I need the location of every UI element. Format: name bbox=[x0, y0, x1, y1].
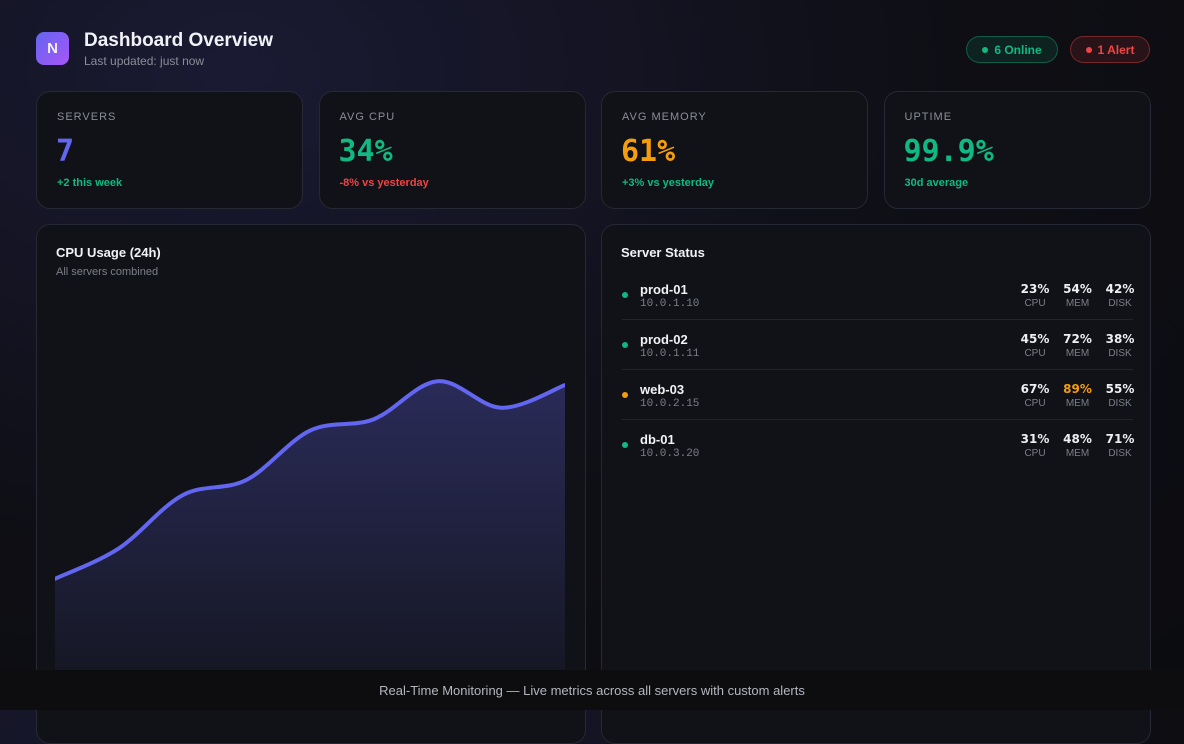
server-ip: 10.0.1.10 bbox=[640, 298, 700, 310]
metric-label: CPU bbox=[1024, 398, 1046, 409]
stat-label: UPTIME bbox=[904, 111, 953, 123]
chart bbox=[55, 379, 565, 710]
server-row: prod-01 10.0.1.10 23% CPU 54% MEM 42% DISK bbox=[622, 270, 1134, 320]
stat-label: AVG MEMORY bbox=[622, 111, 707, 123]
metric-label: DISK bbox=[1108, 398, 1132, 409]
metric-label: MEM bbox=[1065, 348, 1090, 359]
badge-dot bbox=[1085, 46, 1092, 53]
title: Dashboard Overview bbox=[84, 30, 274, 51]
server-card: Server Status prod-01 10.0.1.10 23% CPU 54% M… bbox=[601, 224, 1151, 744]
metric-label: CPU bbox=[1024, 348, 1046, 359]
area bbox=[55, 381, 565, 710]
server-name: db-01 bbox=[640, 432, 675, 447]
metric-label: CPU bbox=[1024, 298, 1046, 309]
stat-value: 7 bbox=[56, 134, 75, 169]
server-name: prod-01 bbox=[640, 282, 688, 297]
server-row: prod-02 10.0.1.11 45% CPU 72% MEM 38% DISK bbox=[622, 320, 1134, 370]
metric-value: 31% bbox=[1020, 432, 1050, 446]
metric-value: 38% bbox=[1105, 332, 1135, 346]
status-dot bbox=[622, 342, 628, 348]
metric-value: 55% bbox=[1105, 382, 1135, 396]
stat-card: SERVERS 7 +2 this week bbox=[36, 91, 303, 209]
metric-label: CPU bbox=[1024, 448, 1046, 459]
status-dot bbox=[622, 392, 628, 398]
metric-label: MEM bbox=[1065, 298, 1090, 309]
metric-label: DISK bbox=[1108, 448, 1132, 459]
metric-value: 71% bbox=[1105, 432, 1135, 446]
footer: Real-Time Monitoring — Live metrics acro… bbox=[0, 670, 1184, 710]
badge-text: 1 Alert bbox=[1097, 42, 1135, 57]
stat-card: AVG MEMORY 61% +3% vs yesterday bbox=[601, 91, 868, 209]
stat-note: +2 this week bbox=[57, 177, 123, 189]
status-badge: 1 Alert bbox=[1070, 36, 1150, 63]
status-badge: 6 Online bbox=[966, 36, 1058, 63]
server-row: db-01 10.0.3.20 31% CPU 48% MEM 71% DISK bbox=[622, 420, 1134, 470]
server-row: web-03 10.0.2.15 67% CPU 89% MEM 55% DISK bbox=[622, 370, 1134, 420]
metric-value: 42% bbox=[1105, 282, 1135, 296]
line bbox=[55, 379, 565, 581]
badge-text: 6 Online bbox=[994, 42, 1042, 57]
badge-dot bbox=[982, 46, 989, 53]
logo: N bbox=[36, 32, 69, 65]
stat-label: SERVERS bbox=[57, 111, 117, 123]
metric-value: 89% bbox=[1063, 382, 1092, 396]
chart-title: CPU Usage (24h) bbox=[56, 245, 161, 260]
stat-value: 34% bbox=[338, 134, 393, 169]
status-dot bbox=[622, 442, 628, 448]
server-ip: 10.0.3.20 bbox=[640, 448, 700, 460]
stat-note: -8% vs yesterday bbox=[339, 177, 429, 189]
metric-value: 72% bbox=[1063, 332, 1092, 346]
server-ip: 10.0.1.11 bbox=[640, 348, 700, 360]
metric-label: DISK bbox=[1108, 348, 1132, 359]
metric-value: 23% bbox=[1020, 282, 1050, 296]
stat-value: 99.9% bbox=[903, 134, 994, 169]
status-dot bbox=[622, 292, 628, 298]
chart-subtitle: All servers combined bbox=[56, 266, 159, 278]
metric-value: 45% bbox=[1020, 332, 1050, 346]
stat-value: 61% bbox=[621, 134, 676, 169]
server-name: web-03 bbox=[640, 382, 685, 397]
stat-note: +3% vs yesterday bbox=[622, 177, 715, 189]
stat-note: 30d average bbox=[904, 177, 969, 189]
metric-value: 54% bbox=[1063, 282, 1092, 296]
metric-label: MEM bbox=[1065, 398, 1090, 409]
metric-label: DISK bbox=[1108, 298, 1132, 309]
server-title: Server Status bbox=[621, 245, 705, 260]
stat-card: UPTIME 99.9% 30d average bbox=[883, 91, 1151, 209]
metric-value: 48% bbox=[1063, 432, 1092, 446]
metric-label: MEM bbox=[1065, 448, 1090, 459]
subtitle: Last updated: just now bbox=[84, 54, 205, 68]
stat-card: AVG CPU 34% -8% vs yesterday bbox=[318, 91, 586, 209]
server-name: prod-02 bbox=[640, 332, 688, 347]
metric-value: 67% bbox=[1020, 382, 1050, 396]
server-ip: 10.0.2.15 bbox=[640, 398, 700, 410]
stat-label: AVG CPU bbox=[339, 111, 396, 123]
